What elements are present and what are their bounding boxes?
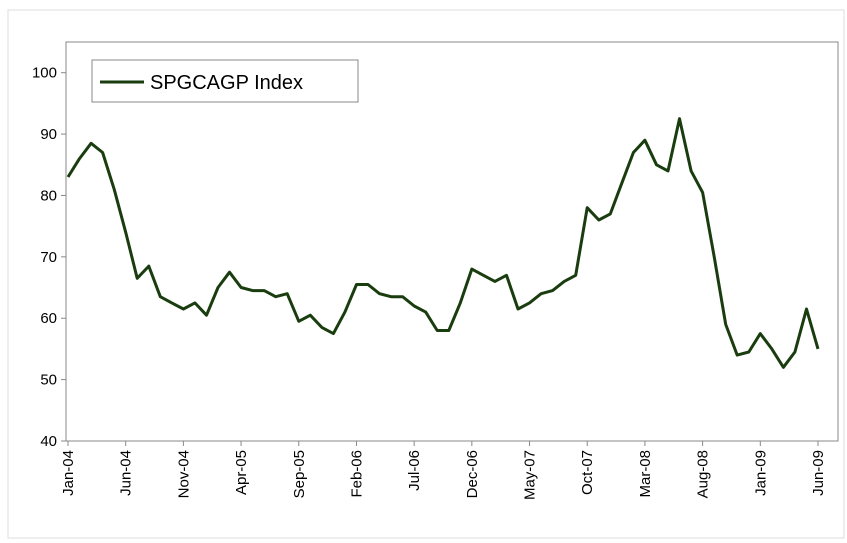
legend-label: SPGCAGP Index bbox=[150, 72, 303, 94]
x-tick-label: Mar-08 bbox=[637, 450, 654, 498]
line bbox=[66, 117, 820, 369]
y-tick-label: 40 bbox=[40, 433, 57, 450]
y-tick-label: 90 bbox=[40, 126, 57, 143]
x-tick-label: Jul-06 bbox=[406, 450, 423, 491]
plot-area bbox=[65, 41, 839, 442]
x-tick-label: Jan-04 bbox=[60, 450, 77, 496]
x-tick-label: Feb-06 bbox=[348, 450, 365, 498]
y-tick-label: 50 bbox=[40, 372, 57, 389]
x-tick-label: Jan-09 bbox=[752, 450, 769, 496]
frame bbox=[7, 9, 845, 539]
x-tick-label: Nov-04 bbox=[175, 450, 192, 498]
y-tick-label: 100 bbox=[32, 65, 57, 82]
y-tick-label: 70 bbox=[40, 249, 57, 266]
x-tick-label: Jun-04 bbox=[118, 450, 135, 496]
y-tick-label: 80 bbox=[40, 187, 57, 204]
y-tick-label: 60 bbox=[40, 310, 57, 327]
x-tick-label: Apr-05 bbox=[233, 450, 250, 495]
x-tick-label: Aug-08 bbox=[695, 450, 712, 498]
x-tick-label: Oct-07 bbox=[579, 450, 596, 495]
x-tick-label: Jun-09 bbox=[810, 450, 827, 496]
x-tick-label: Sep-05 bbox=[291, 450, 308, 498]
x-tick-label: May-07 bbox=[522, 450, 539, 500]
x-tick-label: Dec-06 bbox=[464, 450, 481, 498]
